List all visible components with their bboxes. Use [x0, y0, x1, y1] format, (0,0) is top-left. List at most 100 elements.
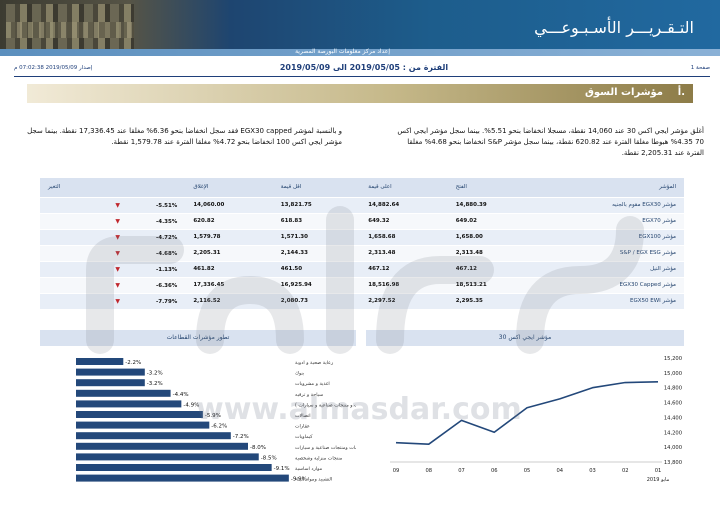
change-cell: ▼ -6.36% — [40, 277, 186, 294]
sector-bar — [76, 411, 203, 418]
x-tick-label: 01 — [655, 468, 662, 474]
col-open: الفتح — [447, 178, 536, 198]
low-value: 618.83 — [272, 213, 361, 230]
period-range: الفترة من : 2019/05/05 الى 2019/05/09 — [279, 63, 449, 72]
x-tick-label: 08 — [425, 468, 432, 474]
table-header-row: المؤشر الفتح اعلى قيمة اقل قيمة الإغلاق … — [40, 178, 684, 198]
close-value: 2,116.52 — [185, 293, 273, 310]
down-arrow-icon: ▼ — [115, 297, 120, 305]
y-tick-label: 14,600 — [664, 401, 682, 407]
section-number: أ. — [677, 87, 685, 98]
open-value: 1,658.00 — [447, 229, 536, 246]
sector-value-label: -7.2% — [233, 434, 249, 440]
sector-category-label: موارد اساسية — [295, 466, 323, 472]
index-name: مؤشر EGX50 EWI — [535, 293, 684, 310]
change-cell: ▼ -4.72% — [40, 229, 186, 246]
low-value: 16,925.94 — [272, 277, 361, 294]
sector-bar — [76, 442, 248, 450]
header-strip: إعداد مركز معلومات البورصة المصرية — [0, 48, 720, 56]
table-row: مؤشر EGX30 مقوم بالجنيه 14,880.39 14,882… — [40, 197, 684, 214]
x-tick-label: 02 — [622, 468, 629, 474]
high-value: 1,658.68 — [360, 229, 448, 246]
open-value: 467.12 — [447, 261, 536, 278]
sector-value-label: -3.2% — [147, 371, 163, 377]
sector-bar — [76, 400, 182, 408]
meta-row: إصدار 2019/05/09 07:02:38 م الفترة من : … — [14, 62, 714, 76]
section-header: مؤشرات السوق أ. — [27, 84, 693, 103]
low-value: 2,080.73 — [272, 293, 361, 310]
sector-bar — [76, 432, 231, 440]
sector-category-label: عقارات — [295, 424, 310, 430]
sector-value-label: -6.2% — [211, 424, 227, 430]
sector-value-label: -4.9% — [183, 402, 199, 408]
index-name: مؤشر EGX70 — [535, 213, 684, 230]
sector-bar — [76, 474, 289, 482]
change-value: -7.79% — [155, 298, 178, 305]
sector-bar — [76, 464, 272, 471]
change-value: -4.35% — [155, 218, 178, 225]
sector-bar — [76, 368, 145, 376]
open-value: 2,295.35 — [447, 293, 536, 310]
index-name: مؤشر EGX30 Capped — [535, 277, 684, 294]
x-axis-footer: مايو 2019 — [647, 477, 670, 483]
trading-floor-photo — [6, 4, 134, 54]
sector-category-label: ( خدمات و منتجات صناعية و سيارات ) — [295, 402, 356, 408]
divider — [14, 76, 710, 77]
y-tick-label: 14,400 — [664, 415, 682, 421]
change-value: -5.51% — [155, 202, 178, 209]
open-value: 18,513.21 — [447, 277, 536, 294]
sector-category-label: خدمات ومنتجات صناعية و سيارات — [295, 445, 356, 451]
y-tick-label: 15,000 — [664, 371, 682, 377]
change-value: -4.68% — [155, 250, 178, 257]
y-tick-label: 14,200 — [664, 430, 682, 436]
open-value: 14,880.39 — [447, 197, 536, 214]
sector-value-label: -9.9% — [291, 477, 307, 483]
change-cell: ▼ -4.68% — [40, 245, 186, 262]
open-value: 2,313.48 — [447, 245, 536, 262]
sector-bar — [76, 421, 210, 429]
sector-category-label: التشييد ومواد البناء — [295, 477, 332, 483]
egx30-chart-title: مؤشر ايجي اكس 30 — [366, 330, 684, 346]
report-title: التـقـريـــر الأسـبـوعـــي — [534, 18, 694, 37]
low-value: 2,144.33 — [272, 245, 361, 262]
y-tick-label: 13,800 — [664, 460, 682, 466]
x-tick-label: 05 — [524, 468, 531, 474]
index-name: مؤشر S&P / EGX ESG — [535, 245, 684, 262]
index-name: مؤشر EGX100 — [535, 229, 684, 246]
table-row: مؤشر S&P / EGX ESG 2,313.48 2,313.48 2,1… — [40, 245, 684, 262]
table-row: مؤشر EGX30 Capped 18,513.21 18,516.98 16… — [40, 277, 684, 294]
x-tick-label: 06 — [491, 468, 498, 474]
change-value: -6.36% — [155, 282, 178, 289]
change-cell: ▼ -1.13% — [40, 261, 186, 278]
down-arrow-icon: ▼ — [115, 249, 120, 257]
x-tick-label: 04 — [556, 468, 563, 474]
col-high: اعلى قيمة — [360, 178, 448, 198]
col-close: الإغلاق — [185, 178, 273, 198]
page-number: صفحة 1 — [690, 65, 710, 71]
close-value: 620.82 — [185, 213, 273, 230]
down-arrow-icon: ▼ — [115, 201, 120, 209]
y-tick-label: 14,000 — [664, 445, 682, 451]
change-cell: ▼ -4.35% — [40, 213, 186, 230]
x-tick-label: 07 — [458, 468, 465, 474]
egx30-line-chart: 15,200 15,000 14,800 14,600 14,400 14,200 14,0… — [390, 356, 682, 483]
sector-value-label: -4.4% — [173, 392, 189, 398]
sector-category-label: كيماويات — [295, 434, 313, 440]
change-value: -1.13% — [155, 266, 178, 273]
section-title: مؤشرات السوق — [584, 87, 663, 98]
sector-category-label: رعاية صحية و ادوية — [295, 360, 334, 366]
down-arrow-icon: ▼ — [115, 281, 120, 289]
table-row: مؤشر النيل 467.12 467.12 461.50 461.82 ▼… — [40, 261, 684, 278]
down-arrow-icon: ▼ — [115, 217, 120, 225]
x-tick-label: 03 — [589, 468, 596, 474]
sector-value-label: -8.5% — [261, 455, 277, 461]
col-change: التغير — [40, 178, 186, 198]
sector-value-label: -9.1% — [274, 466, 290, 472]
sector-value-label: -5.9% — [205, 413, 221, 419]
down-arrow-icon: ▼ — [115, 233, 120, 241]
sector-category-label: بنوك — [295, 371, 304, 377]
report-subtitle: إعداد مركز معلومات البورصة المصرية — [295, 48, 390, 55]
high-value: 467.12 — [360, 261, 448, 278]
high-value: 14,882.64 — [360, 197, 448, 214]
high-value: 2,313.48 — [360, 245, 448, 262]
